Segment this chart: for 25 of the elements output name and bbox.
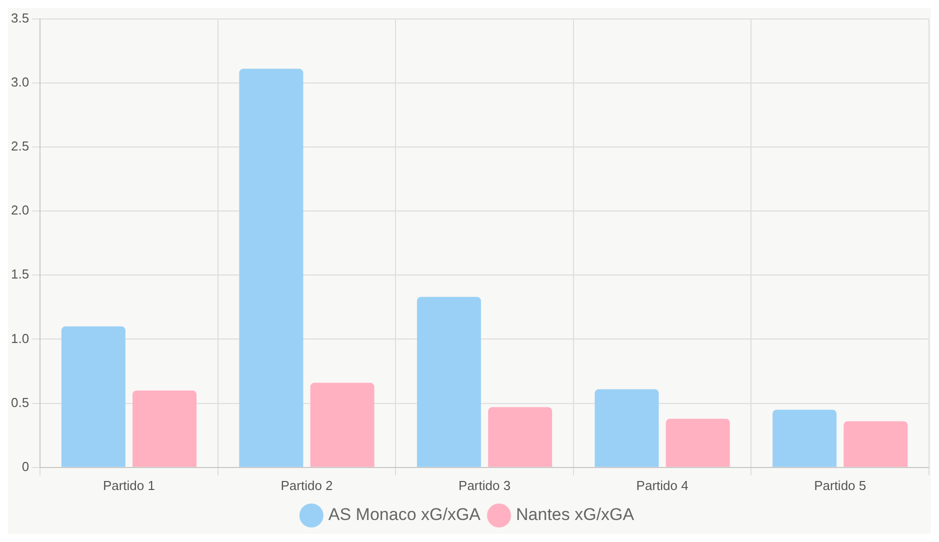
bar	[666, 418, 730, 467]
legend-label: Nantes xG/xGA	[516, 505, 635, 524]
x-tick-label: Partido 2	[280, 478, 333, 493]
x-tick-label: Partido 3	[458, 478, 511, 493]
x-tick-label: Partido 5	[814, 478, 866, 493]
y-tick-label: 0	[22, 458, 30, 474]
y-tick-label: 3.0	[10, 74, 30, 90]
bar	[844, 421, 908, 467]
bar	[61, 326, 126, 467]
y-tick-label: 2.0	[10, 202, 30, 218]
bar	[132, 390, 197, 467]
y-tick-label: 1.5	[10, 266, 30, 282]
y-tick-label: 1.0	[10, 330, 30, 346]
legend-label: AS Monaco xG/xGA	[328, 505, 482, 524]
y-tick-label: 3.5	[10, 10, 30, 26]
bar	[310, 382, 374, 467]
bar	[416, 296, 481, 467]
bar	[594, 389, 659, 467]
bar	[488, 407, 552, 467]
bar	[772, 410, 837, 467]
bar	[239, 68, 304, 467]
x-tick-label: Partido 4	[636, 478, 688, 493]
x-tick-label: Partido 1	[102, 478, 155, 493]
y-tick-label: 0.5	[10, 394, 30, 410]
y-tick-label: 2.5	[10, 138, 30, 154]
